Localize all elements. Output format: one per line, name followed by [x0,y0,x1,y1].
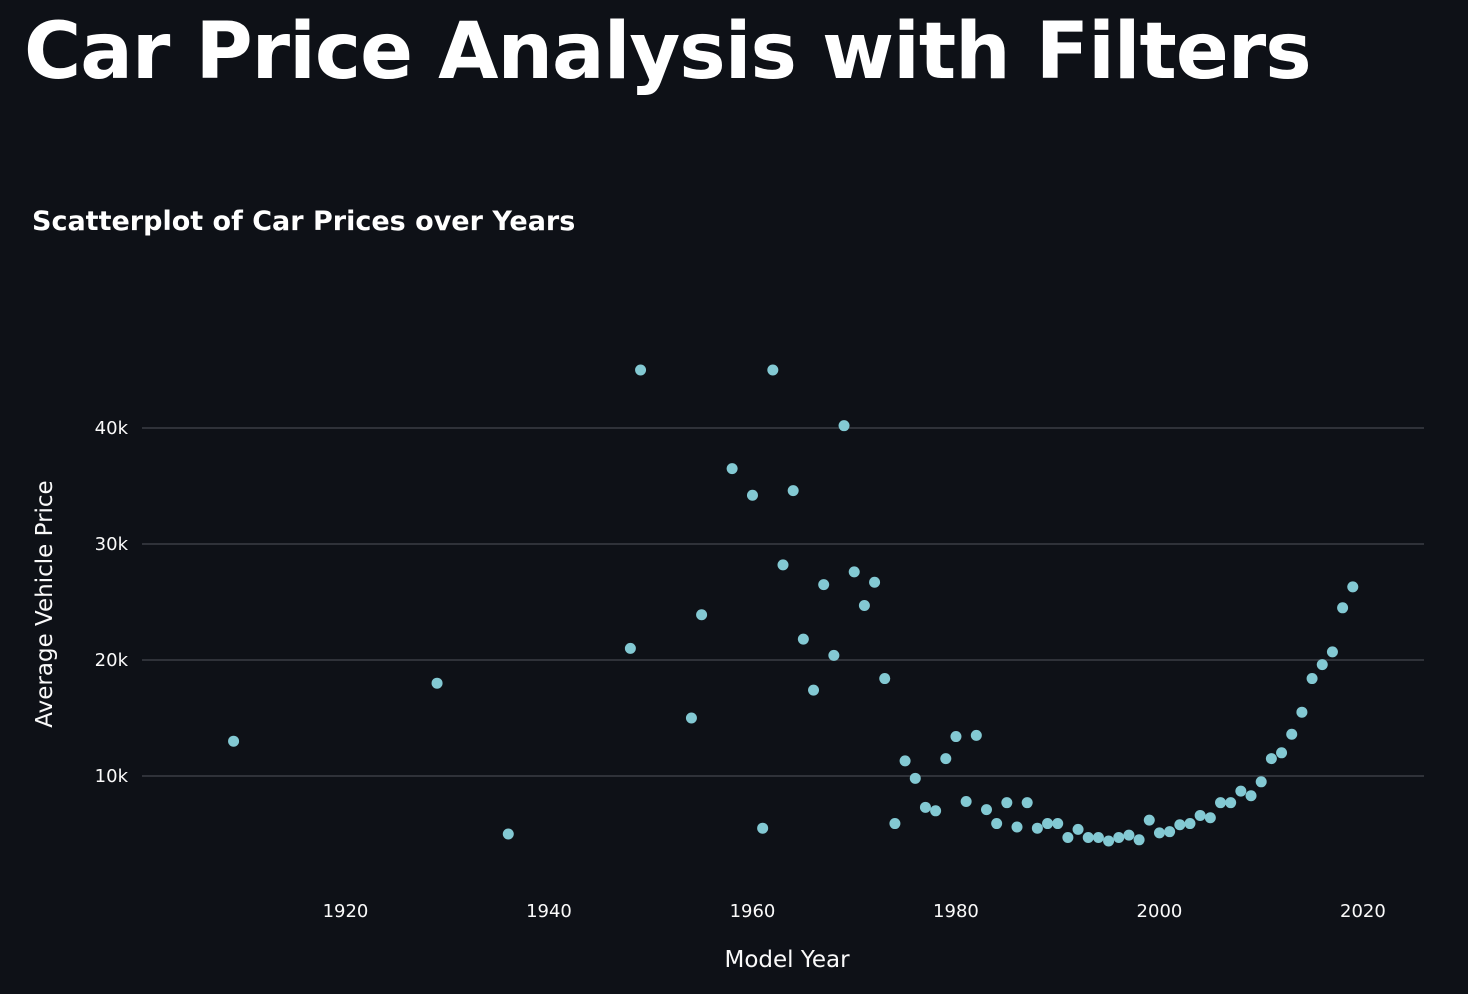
data-point[interactable] [1031,822,1043,834]
data-point[interactable] [797,633,809,645]
data-point[interactable] [879,673,891,685]
data-point[interactable] [1021,797,1033,809]
data-point[interactable] [1235,785,1247,797]
data-point[interactable] [228,735,240,747]
data-point[interactable] [1347,581,1359,593]
data-point[interactable] [1123,829,1135,841]
data-points[interactable] [228,364,1359,847]
data-point[interactable] [1286,728,1298,740]
data-point[interactable] [1194,809,1206,821]
data-point[interactable] [1255,776,1267,788]
x-tick-label: 2000 [1137,901,1183,922]
data-point[interactable] [1092,831,1104,843]
data-point[interactable] [685,712,697,724]
y-tick-label: 10k [95,766,129,787]
x-axis-ticks: 1920 1940 1960 1980 2000 2020 [323,901,1386,922]
data-point[interactable] [787,485,799,497]
data-point[interactable] [1052,818,1064,830]
data-point[interactable] [899,755,911,767]
x-tick-label: 1920 [323,901,369,922]
chart-title: Scatterplot of Car Prices over Years [32,206,576,237]
data-point[interactable] [746,489,758,501]
gridlines [142,427,1424,777]
y-tick-label: 20k [95,650,129,671]
data-point[interactable] [1103,835,1115,847]
data-point[interactable] [757,822,769,834]
page-title: Car Price Analysis with Filters [24,7,1312,97]
data-point[interactable] [1174,819,1186,831]
data-point[interactable] [970,729,982,741]
data-point[interactable] [1326,646,1338,658]
data-point[interactable] [1082,831,1094,843]
data-point[interactable] [848,566,860,578]
data-point[interactable] [1245,790,1257,802]
data-point[interactable] [777,559,789,571]
data-point[interactable] [696,609,708,621]
data-point[interactable] [960,796,972,808]
data-point[interactable] [808,684,820,696]
data-point[interactable] [502,828,514,840]
data-point[interactable] [919,801,931,813]
y-tick-label: 30k [95,534,129,555]
data-point[interactable] [1265,753,1277,765]
y-tick-label: 40k [95,418,129,439]
data-point[interactable] [1337,602,1349,614]
data-point[interactable] [1113,831,1125,843]
data-point[interactable] [635,364,647,376]
data-point[interactable] [940,753,952,765]
x-axis-title: Model Year [724,947,850,973]
data-point[interactable] [1011,821,1023,833]
data-point[interactable] [1001,797,1013,809]
x-tick-label: 1960 [730,901,776,922]
data-point[interactable] [1316,659,1328,671]
data-point[interactable] [889,818,901,830]
data-point[interactable] [1133,834,1145,846]
data-point[interactable] [950,731,962,743]
data-point[interactable] [1215,797,1227,809]
x-tick-label: 2020 [1340,901,1386,922]
data-point[interactable] [1204,812,1216,824]
data-point[interactable] [991,818,1003,830]
data-point[interactable] [767,364,779,376]
y-axis-ticks: 10k 20k 30k 40k [95,418,129,787]
data-point[interactable] [1276,747,1288,759]
data-point[interactable] [1184,818,1196,830]
data-point[interactable] [930,805,942,817]
x-tick-label: 1940 [526,901,572,922]
data-point[interactable] [1296,706,1308,718]
data-point[interactable] [828,649,840,661]
data-point[interactable] [431,677,443,689]
data-point[interactable] [624,642,636,654]
data-point[interactable] [838,420,850,432]
y-axis-title: Average Vehicle Price [32,480,58,727]
data-point[interactable] [1164,826,1176,838]
x-tick-label: 1980 [933,901,979,922]
data-point[interactable] [858,599,870,611]
data-point[interactable] [1306,673,1318,685]
data-point[interactable] [980,804,992,816]
data-point[interactable] [818,579,830,591]
data-point[interactable] [1225,797,1237,809]
data-point[interactable] [1062,831,1074,843]
data-point[interactable] [1072,823,1084,835]
data-point[interactable] [1153,827,1165,839]
data-point[interactable] [1042,818,1054,830]
data-point[interactable] [726,463,738,475]
data-point[interactable] [909,772,921,784]
data-point[interactable] [1143,814,1155,826]
data-point[interactable] [869,576,881,588]
